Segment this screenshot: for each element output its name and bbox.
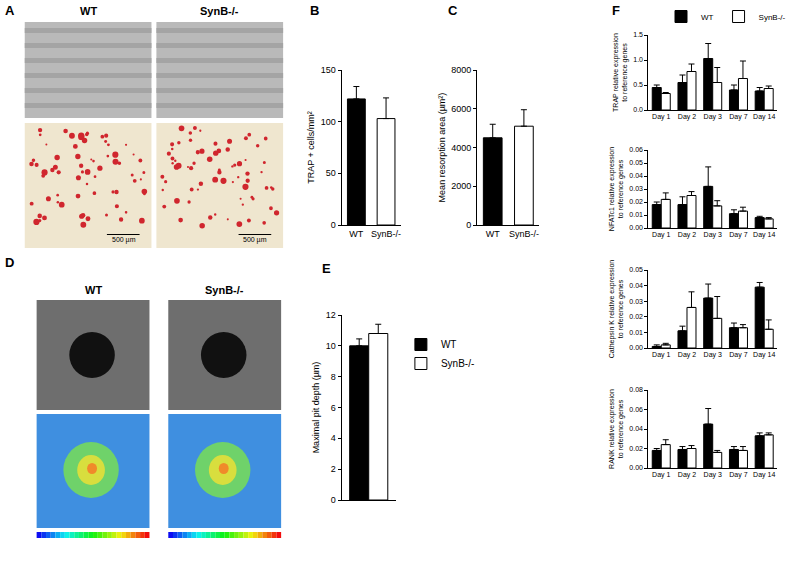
svg-text:0.04: 0.04 (629, 282, 643, 289)
svg-text:0.03: 0.03 (629, 298, 643, 305)
svg-text:Day 2: Day 2 (678, 231, 696, 239)
svg-text:WT: WT (486, 229, 500, 239)
svg-text:6000: 6000 (451, 104, 471, 114)
svg-text:10: 10 (326, 341, 336, 351)
svg-text:0.00: 0.00 (629, 464, 643, 471)
svg-text:8: 8 (331, 372, 336, 382)
svg-text:8000: 8000 (451, 65, 471, 75)
svg-text:TRAP relative expressionto ref: TRAP relative expressionto reference gen… (612, 33, 629, 112)
svg-text:0.04: 0.04 (629, 425, 643, 432)
svg-text:2: 2 (331, 464, 336, 474)
svg-text:150: 150 (321, 65, 336, 75)
svg-text:Day 2: Day 2 (678, 351, 696, 359)
svg-text:0.02: 0.02 (629, 198, 643, 205)
svg-text:WT: WT (80, 5, 97, 17)
svg-text:1.0: 1.0 (633, 56, 643, 63)
svg-text:Mean resorption area (µm²): Mean resorption area (µm²) (437, 93, 447, 203)
svg-text:500 µm: 500 µm (243, 236, 267, 244)
svg-text:Maximal pit depth (µm): Maximal pit depth (µm) (311, 362, 321, 454)
svg-text:Day 7: Day 7 (729, 113, 747, 121)
svg-text:Day 7: Day 7 (729, 351, 747, 359)
svg-text:0.5: 0.5 (633, 81, 643, 88)
svg-text:WT: WT (701, 13, 714, 22)
svg-text:0.05: 0.05 (629, 266, 643, 273)
svg-text:0.06: 0.06 (629, 146, 643, 153)
svg-text:0.01: 0.01 (629, 329, 643, 336)
svg-text:Day 14: Day 14 (753, 471, 775, 479)
svg-text:0.03: 0.03 (629, 185, 643, 192)
svg-text:0.00: 0.00 (629, 224, 643, 231)
svg-text:WT: WT (349, 229, 363, 239)
svg-text:12: 12 (326, 310, 336, 320)
svg-text:E: E (322, 261, 331, 276)
svg-text:F: F (612, 3, 620, 18)
svg-text:0: 0 (331, 220, 336, 230)
svg-text:Day 1: Day 1 (652, 351, 670, 359)
svg-text:D: D (5, 255, 14, 270)
svg-text:0.08: 0.08 (629, 386, 643, 393)
svg-text:NFATc1 relative expressionto r: NFATc1 relative expressionto reference g… (608, 147, 625, 231)
svg-text:C: C (448, 3, 458, 18)
svg-text:4000: 4000 (451, 143, 471, 153)
svg-text:SynB-/-: SynB-/- (205, 284, 244, 296)
svg-text:50: 50 (326, 168, 336, 178)
svg-text:RANK relative expressionto ref: RANK relative expressionto reference gen… (608, 389, 625, 469)
svg-text:B: B (310, 3, 319, 18)
svg-text:Day 2: Day 2 (678, 113, 696, 121)
svg-text:0.01: 0.01 (629, 211, 643, 218)
svg-text:Cathepsin K relative expressio: Cathepsin K relative expressionto refere… (608, 260, 625, 359)
svg-text:500 µm: 500 µm (112, 236, 136, 244)
svg-text:Day 3: Day 3 (704, 471, 722, 479)
svg-text:SynB-/-: SynB-/- (759, 13, 786, 22)
svg-text:Day 3: Day 3 (704, 113, 722, 121)
svg-text:WT: WT (85, 284, 102, 296)
svg-text:Day 14: Day 14 (753, 351, 775, 359)
svg-text:Day 3: Day 3 (704, 351, 722, 359)
svg-text:SynB-/-: SynB-/- (441, 358, 474, 369)
svg-text:A: A (5, 3, 15, 18)
svg-text:0.0: 0.0 (633, 106, 643, 113)
svg-text:1.5: 1.5 (633, 31, 643, 38)
svg-text:SynB-/-: SynB-/- (509, 229, 539, 239)
svg-text:0: 0 (466, 220, 471, 230)
svg-text:Day 7: Day 7 (729, 471, 747, 479)
svg-text:Day 14: Day 14 (753, 231, 775, 239)
svg-text:100: 100 (321, 117, 336, 127)
svg-text:Day 7: Day 7 (729, 231, 747, 239)
svg-text:0.04: 0.04 (629, 172, 643, 179)
svg-text:Day 1: Day 1 (652, 471, 670, 479)
svg-text:Day 3: Day 3 (704, 231, 722, 239)
svg-text:4: 4 (331, 433, 336, 443)
svg-text:0: 0 (331, 495, 336, 505)
svg-text:SynB-/-: SynB-/- (200, 5, 239, 17)
svg-text:TRAP + cells/mm²: TRAP + cells/mm² (306, 111, 316, 184)
svg-text:Day 1: Day 1 (652, 113, 670, 121)
svg-text:0.02: 0.02 (629, 445, 643, 452)
svg-text:Day 14: Day 14 (753, 113, 775, 121)
svg-text:0.00: 0.00 (629, 344, 643, 351)
svg-text:6: 6 (331, 403, 336, 413)
svg-text:2000: 2000 (451, 181, 471, 191)
svg-text:Day 1: Day 1 (652, 231, 670, 239)
svg-text:Day 2: Day 2 (678, 471, 696, 479)
svg-text:0.06: 0.06 (629, 406, 643, 413)
svg-text:SynB-/-: SynB-/- (371, 229, 401, 239)
svg-text:0.05: 0.05 (629, 159, 643, 166)
svg-text:0.02: 0.02 (629, 313, 643, 320)
svg-text:WT: WT (441, 339, 457, 350)
